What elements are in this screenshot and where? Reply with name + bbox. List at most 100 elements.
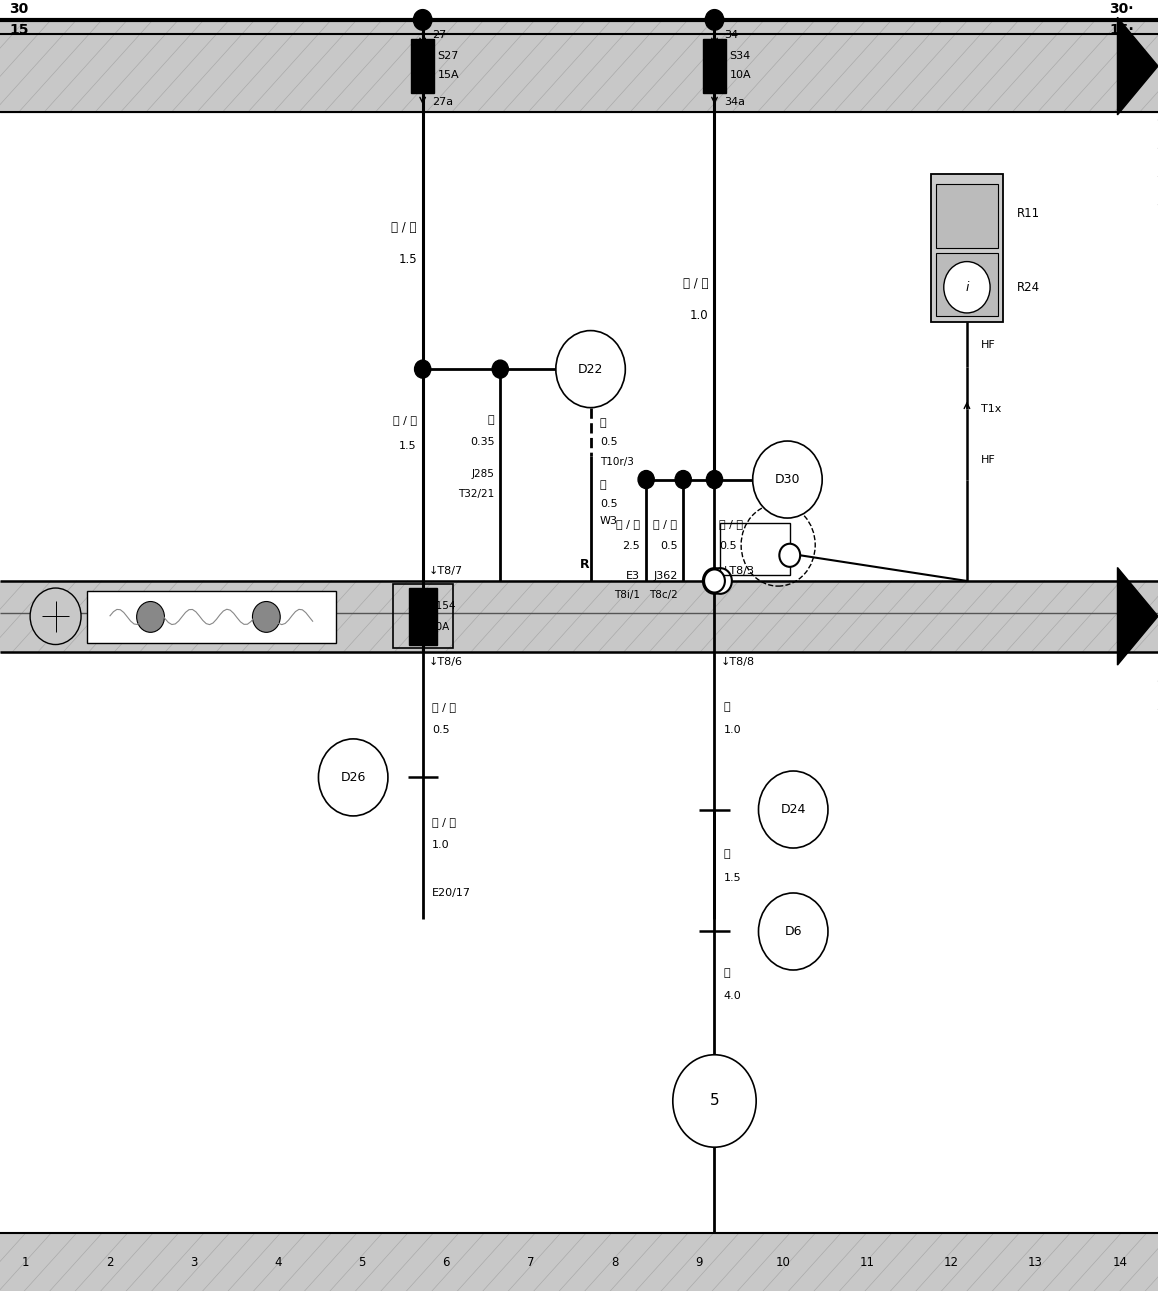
Text: 0.5: 0.5 [600,438,617,447]
Text: 黑 / 蓝: 黑 / 蓝 [616,519,640,529]
Bar [720,523,790,574]
Text: 7: 7 [527,1256,534,1269]
Text: 蓝 / 红: 蓝 / 红 [391,221,417,235]
Bar [936,185,998,248]
Text: 34: 34 [724,30,738,40]
Text: 27a: 27a [432,97,453,107]
Circle shape [137,602,164,633]
Bar [0,581,1158,652]
Bar [411,39,434,93]
Text: ↓T8/6: ↓T8/6 [428,657,462,666]
Text: 2.5: 2.5 [623,541,640,551]
Text: T1x: T1x [981,404,1002,414]
Text: 9: 9 [695,1256,703,1269]
Circle shape [673,1055,756,1148]
Text: 红: 红 [600,480,607,489]
Polygon shape [1117,568,1158,665]
Text: 15·: 15· [1109,22,1134,36]
Text: 34a: 34a [724,97,745,107]
Text: 灰 / 蓝: 灰 / 蓝 [432,817,456,828]
Text: 红: 红 [600,418,607,429]
Text: 棕: 棕 [724,702,731,711]
Bar [703,39,726,93]
Text: 1.0: 1.0 [432,840,449,851]
Text: 15: 15 [9,22,29,36]
Circle shape [675,470,691,488]
Circle shape [556,330,625,408]
Text: J362: J362 [653,571,677,581]
Circle shape [704,569,725,593]
Text: R11: R11 [1017,207,1040,219]
Text: 13: 13 [1028,1256,1043,1269]
Bar [409,587,437,644]
Text: 4.0: 4.0 [724,990,741,1001]
Text: T32/21: T32/21 [459,489,494,498]
Text: 10A: 10A [730,70,752,80]
Text: 红: 红 [488,416,494,426]
Text: 0.5: 0.5 [600,498,617,509]
Text: R24: R24 [1017,280,1040,294]
Text: 30·: 30· [1109,3,1134,15]
Text: 5: 5 [710,1093,719,1109]
Bar [931,174,1003,321]
Text: 10A: 10A [430,621,449,631]
Text: T8c/2: T8c/2 [648,590,677,600]
Text: 0.35: 0.35 [470,438,494,447]
Text: 1.5: 1.5 [398,253,417,266]
Text: 1.5: 1.5 [724,873,741,883]
Text: 0.5: 0.5 [719,541,736,551]
Text: S154: S154 [430,602,456,611]
Circle shape [413,9,432,30]
Text: S27: S27 [438,50,459,61]
Circle shape [415,360,431,378]
Text: 黑 / 蓝: 黑 / 蓝 [653,519,677,529]
Text: 棕: 棕 [724,849,731,860]
Circle shape [492,360,508,378]
Bar [0,1233,1158,1291]
Bar [936,253,998,316]
Circle shape [705,9,724,30]
Text: R: R [580,558,589,571]
Text: E3: E3 [626,571,640,581]
Circle shape [703,568,726,594]
Text: 红 / 蓝: 红 / 蓝 [393,416,417,426]
Text: 2: 2 [105,1256,113,1269]
Text: 8: 8 [611,1256,618,1269]
Text: D22: D22 [578,363,603,376]
Text: ↓T8/8: ↓T8/8 [720,657,754,666]
Text: 棕: 棕 [724,967,731,977]
Text: 1.0: 1.0 [690,309,709,321]
Circle shape [638,470,654,488]
Text: 黑 / 蓝: 黑 / 蓝 [683,276,709,289]
Text: 黑 / 蓝: 黑 / 蓝 [719,519,743,529]
Text: D30: D30 [775,473,800,485]
Bar [87,591,336,643]
Text: 5: 5 [359,1256,366,1269]
Circle shape [318,738,388,816]
Circle shape [779,544,800,567]
Text: 1.0: 1.0 [724,726,741,735]
Bar [0,19,1158,112]
Text: 10: 10 [776,1256,791,1269]
Polygon shape [1117,17,1158,115]
Text: 0.5: 0.5 [432,726,449,735]
Text: 灰 / 蓝: 灰 / 蓝 [432,702,456,711]
Text: HF: HF [981,340,996,350]
Text: W3: W3 [600,515,618,525]
Text: D26: D26 [340,771,366,784]
Text: 12: 12 [944,1256,959,1269]
Text: 1: 1 [22,1256,29,1269]
Text: D24: D24 [780,803,806,816]
Text: i: i [965,280,969,294]
Circle shape [758,893,828,970]
Text: T10r/3: T10r/3 [600,457,633,466]
Text: 30: 30 [9,3,29,15]
Text: 4: 4 [274,1256,281,1269]
Text: S34: S34 [730,50,750,61]
Circle shape [706,470,723,488]
Circle shape [30,587,81,644]
Text: HF: HF [981,456,996,465]
Text: ↓T8/3: ↓T8/3 [720,565,754,576]
Text: 3: 3 [190,1256,198,1269]
Circle shape [944,262,990,312]
